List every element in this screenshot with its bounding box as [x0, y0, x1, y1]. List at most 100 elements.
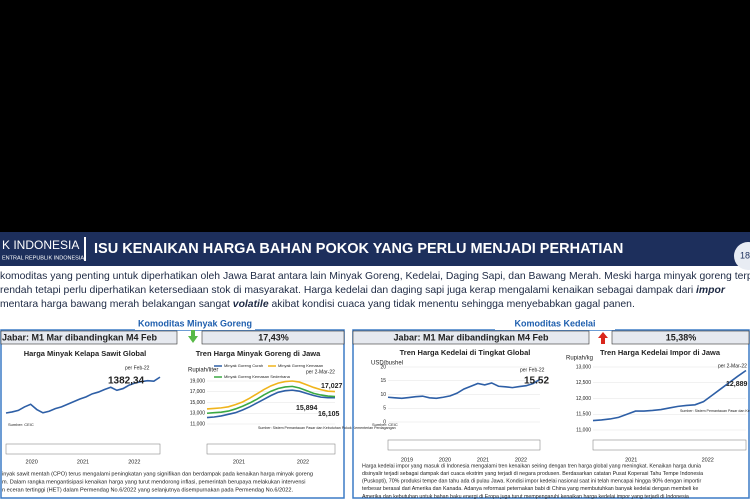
annotation: 1382,34 [108, 376, 145, 387]
panel-text: n eceran tertinggi (HET) dalam Permendag… [2, 487, 293, 493]
panel-tab [495, 318, 615, 330]
annotation: per 2-Mar-22 [718, 363, 747, 369]
header-title: ISU KENAIKAN HARGA BAHAN POKOK YANG PERL… [94, 241, 623, 257]
annotation: per 2-Mar-22 [306, 369, 335, 375]
chart-title: Tren Harga Kedelai Impor di Jawa [600, 348, 721, 357]
annotation: per Feb-22 [520, 367, 545, 373]
intro-line: mentara harga bawang merah belakangan sa… [0, 299, 635, 310]
change-arrow [598, 332, 608, 344]
y-tick-label: 15,000 [190, 400, 206, 406]
intro-part: volatile [233, 299, 269, 310]
x-category-label: 2020 [26, 459, 38, 465]
annotation: Sumber: CEIC [8, 422, 34, 427]
change-box [201, 330, 345, 345]
legend-label: Minyak Goreng Curah [224, 363, 263, 368]
intro-line: rendah tetapi perlu diperhatikan keterse… [0, 285, 726, 296]
intro-part: rendah tetapi perlu diperhatikan keterse… [0, 285, 696, 296]
annotation: Sumber: CEIC [372, 422, 398, 427]
annotation: per Feb-22 [125, 365, 150, 371]
chart-title: Tren Harga Kedelai di Tingkat Global [400, 348, 531, 357]
black-area [0, 0, 750, 232]
change-box [611, 330, 750, 345]
series-line [206, 389, 336, 419]
divider [84, 237, 86, 261]
panel-text: disinyalir terjadi sebagai dampak dari c… [362, 471, 703, 477]
panel-text: Amerika dan kebutuhan untuk bahan baku e… [362, 494, 689, 500]
annotation: 12,889 [726, 381, 748, 388]
x-category-label: 2022 [515, 457, 527, 463]
y-tick-label: 15 [380, 378, 386, 384]
slide-bg [0, 232, 750, 500]
x-category-label: 2019 [401, 457, 413, 463]
y-tick-label: 11,500 [576, 412, 591, 418]
y-tick-label: 12,500 [576, 380, 592, 386]
y-tick-label: 11,000 [190, 421, 205, 427]
change-value: 15,38% [666, 332, 697, 342]
y-tick-label: 5 [383, 406, 386, 412]
panel-text: m. Dalam rangka mengantisipasi kenaikan … [2, 479, 305, 485]
annotation: Sumber: Sistem Pemantauan Pasar dan Kebu… [680, 409, 750, 413]
page-number: 18 [740, 250, 750, 260]
series-line [206, 385, 336, 415]
legend-label: Minyak Goreng Kemasan Sederhana [224, 374, 291, 379]
panel-tab [135, 318, 255, 330]
x-category-label: 2021 [477, 457, 489, 463]
x-axis-band [5, 443, 161, 455]
intro-line: komoditas yang penting untuk diperhatika… [0, 271, 750, 282]
change-arrow [188, 330, 198, 343]
logo-sub: ENTRAL REPUBLIK INDONESIA [2, 255, 84, 261]
x-category-label: 2021 [625, 457, 637, 463]
panel-text: (Puskopti), 70% produksi tempe dan tahu … [362, 479, 701, 485]
chart-title: Harga Minyak Kelapa Sawit Global [24, 349, 147, 358]
x-category-label: 2020 [439, 457, 451, 463]
panel-title: Komoditas Kedelai [514, 318, 595, 328]
intro-part: akibat kondisi cuaca yang tidak menentu … [269, 299, 635, 310]
chart-title: Tren Harga Minyak Goreng di Jawa [196, 349, 321, 358]
y-tick-label: 17,000 [190, 389, 206, 395]
y-tick-label: 10 [380, 392, 386, 398]
compare-box [352, 330, 590, 345]
compare-box [0, 330, 178, 345]
y-tick-label: 12,000 [576, 396, 592, 402]
annotation: 15,894 [296, 405, 318, 412]
panel-text: terbesar berasal dari Amerika dan Kanada… [362, 486, 698, 492]
intro-part: mentara harga bawang merah belakangan sa… [0, 299, 233, 310]
y-tick-label: 13,000 [576, 364, 592, 370]
y-tick-label: 13,000 [190, 411, 206, 417]
series-line [387, 378, 541, 400]
compare-label: Jabar: M1 Mar dibandingkan M4 Feb [393, 332, 549, 342]
panel-title: Komoditas Minyak Goreng [138, 318, 252, 328]
series-line [5, 376, 161, 414]
y-axis-label: Rupiah/liter [188, 368, 218, 374]
x-category-label: 2022 [702, 457, 714, 463]
page-badge [734, 242, 750, 270]
y-axis-label: USD/bushel [371, 361, 403, 367]
x-axis-band [592, 439, 747, 451]
x-category-label: 2022 [128, 459, 140, 465]
annotation: 16,105 [318, 411, 340, 418]
y-tick-label: 20 [380, 364, 386, 370]
x-axis-band [387, 439, 541, 451]
logo: K INDONESIA [2, 238, 79, 252]
panel-text: inyak sawit mentah (CPO) terus mengalami… [2, 471, 313, 477]
y-tick-label: 19,000 [190, 378, 206, 384]
intro-part: komoditas yang penting untuk diperhatika… [0, 271, 750, 282]
legend-label: Minyak Goreng Kemasan [278, 363, 323, 368]
annotation: 17,027 [321, 383, 343, 390]
series-line [592, 369, 747, 422]
x-axis-band [206, 443, 336, 455]
y-tick-label: 11,000 [576, 427, 591, 433]
series-line [206, 380, 336, 410]
intro-part: impor [696, 285, 726, 296]
annotation: 15.52 [524, 376, 549, 387]
y-axis-label: Rupiah/kg [566, 356, 593, 362]
x-category-label: 2021 [77, 459, 89, 465]
compare-label: Jabar: M1 Mar dibandingkan M4 Feb [2, 332, 158, 342]
annotation: Sumber: Sistem Pemantauan Pasar dan Kebu… [258, 426, 396, 430]
change-value: 17,43% [258, 332, 289, 342]
panel-text: Harga kedelai impor yang masuk di Indone… [362, 463, 701, 469]
x-category-label: 2022 [297, 459, 309, 465]
x-category-label: 2021 [233, 459, 245, 465]
